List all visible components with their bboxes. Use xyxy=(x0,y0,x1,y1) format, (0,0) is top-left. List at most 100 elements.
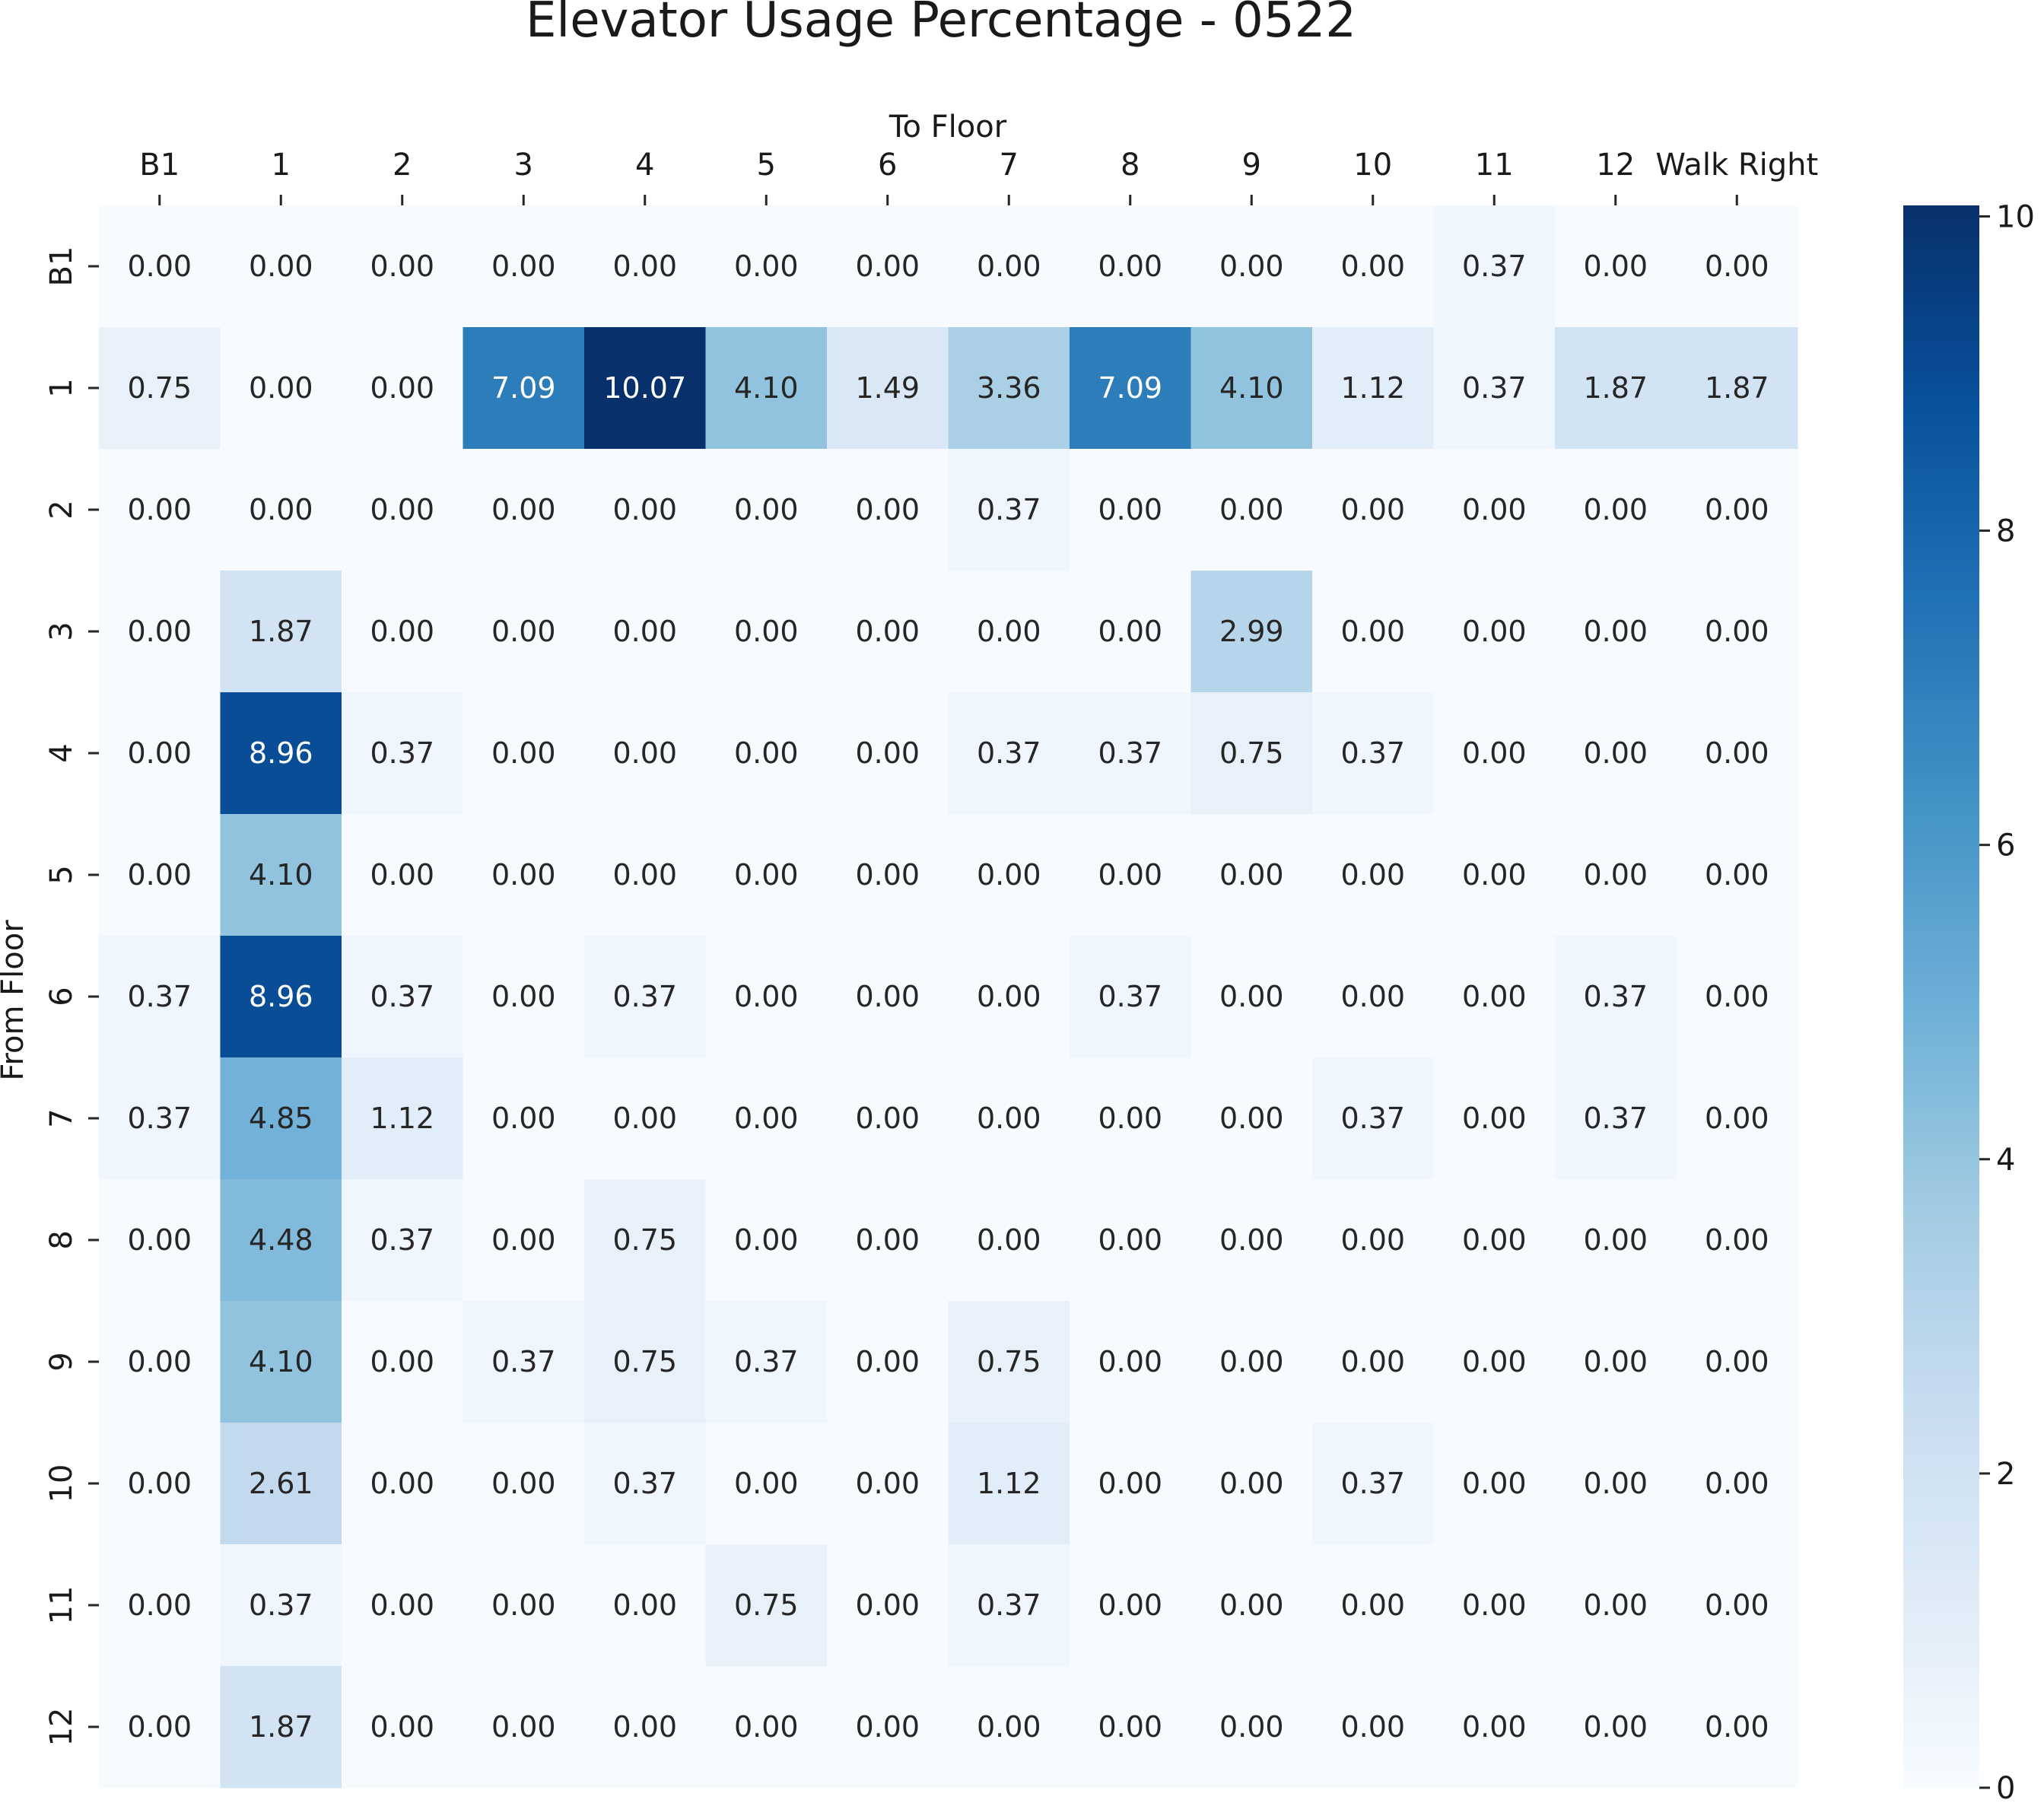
cell-value-label: 0.00 xyxy=(1705,1223,1769,1257)
cell-value-label: 1.87 xyxy=(249,615,313,648)
heatmap-cell xyxy=(99,205,221,328)
heatmap-cell xyxy=(584,1179,707,1302)
cell-value-label: 0.00 xyxy=(127,1345,192,1378)
cell-value-label: 0.00 xyxy=(977,1102,1041,1135)
heatmap-cell xyxy=(584,692,707,815)
y-tick-label: 12 xyxy=(44,1708,79,1747)
heatmap-cell xyxy=(1070,449,1192,571)
cell-value-label: 0.00 xyxy=(1462,1102,1527,1135)
heatmap-cell xyxy=(1433,1423,1556,1545)
cell-value-label: 0.00 xyxy=(1583,1467,1648,1500)
heatmap-cell xyxy=(1190,692,1313,815)
y-tick-label: 1 xyxy=(44,378,79,397)
cell-value-label: 0.00 xyxy=(1219,1102,1284,1135)
heatmap-cell xyxy=(827,1057,949,1180)
cell-value-label: 0.00 xyxy=(1705,736,1769,770)
heatmap-cell xyxy=(1190,1666,1313,1789)
heatmap-cell xyxy=(1190,571,1313,693)
cell-value-label: 0.00 xyxy=(127,1588,192,1622)
heatmap-cell xyxy=(220,936,342,1058)
heatmap-cell xyxy=(584,936,707,1058)
cell-value-label: 0.37 xyxy=(1098,980,1162,1013)
cell-value-label: 7.09 xyxy=(491,371,556,405)
heatmap-cell xyxy=(1070,692,1192,815)
heatmap-cell xyxy=(584,205,707,328)
cell-value-label: 0.00 xyxy=(1219,1588,1284,1622)
cell-value-label: 0.00 xyxy=(1583,736,1648,770)
heatmap-cell xyxy=(220,1423,342,1545)
cell-value-label: 0.00 xyxy=(1219,858,1284,892)
heatmap-cell xyxy=(1312,1666,1435,1789)
heatmap-cell xyxy=(99,1423,221,1545)
heatmap-cell xyxy=(1190,1301,1313,1423)
cell-value-label: 0.00 xyxy=(1705,250,1769,283)
heatmap-cell xyxy=(1555,1301,1677,1423)
cell-value-label: 0.00 xyxy=(734,858,799,892)
cell-value-label: 0.00 xyxy=(1583,250,1648,283)
cell-value-label: 0.75 xyxy=(612,1345,677,1378)
cell-value-label: 0.00 xyxy=(491,1223,556,1257)
heatmap-cell xyxy=(1555,205,1677,328)
heatmap-cell xyxy=(1190,1544,1313,1667)
heatmap-cell xyxy=(99,814,221,936)
heatmap-cell xyxy=(342,449,464,571)
heatmap-cell xyxy=(1555,1423,1677,1545)
heatmap-cell xyxy=(1070,327,1192,450)
cell-value-label: 0.00 xyxy=(734,1223,799,1257)
cell-value-label: 0.00 xyxy=(370,1588,434,1622)
heatmap-cell xyxy=(827,571,949,693)
heatmap-cell xyxy=(220,205,342,328)
heatmap-cell xyxy=(220,1301,342,1423)
cell-value-label: 1.12 xyxy=(977,1467,1041,1500)
heatmap-cell xyxy=(584,1544,707,1667)
heatmap-cell xyxy=(342,1666,464,1789)
heatmap-cell xyxy=(1433,1666,1556,1789)
heatmap-cell xyxy=(1676,449,1798,571)
cell-value-label: 0.00 xyxy=(1098,493,1162,526)
cell-value-label: 0.37 xyxy=(977,1588,1041,1622)
cell-value-label: 0.00 xyxy=(734,250,799,283)
cell-value-label: 0.00 xyxy=(734,980,799,1013)
x-tick-label: 3 xyxy=(514,148,533,183)
cell-value-label: 0.00 xyxy=(977,250,1041,283)
cell-value-label: 0.00 xyxy=(127,615,192,648)
heatmap-cell xyxy=(1676,814,1798,936)
cell-value-label: 0.00 xyxy=(249,250,313,283)
cell-value-label: 0.00 xyxy=(1462,858,1527,892)
cell-value-label: 0.00 xyxy=(1340,980,1405,1013)
heatmap-cell xyxy=(705,1544,828,1667)
cell-value-label: 0.37 xyxy=(1340,736,1405,770)
colorbar-tick-label: 0 xyxy=(1996,1771,2015,1806)
heatmap-cell xyxy=(342,814,464,936)
heatmap-cell xyxy=(1555,814,1677,936)
x-tick-label: 6 xyxy=(878,148,897,183)
heatmap-cell xyxy=(1190,449,1313,571)
cell-value-label: 0.00 xyxy=(1340,1588,1405,1622)
cell-value-label: 0.00 xyxy=(734,493,799,526)
heatmap-cell xyxy=(705,1057,828,1180)
cell-value-label: 0.00 xyxy=(491,1710,556,1744)
y-tick-label: 7 xyxy=(44,1108,79,1127)
cell-value-label: 0.00 xyxy=(1462,1223,1527,1257)
cell-value-label: 0.00 xyxy=(370,250,434,283)
heatmap-cell xyxy=(705,1301,828,1423)
heatmap-cell xyxy=(1676,1544,1798,1667)
cell-value-label: 0.00 xyxy=(855,1588,920,1622)
cell-value-label: 0.37 xyxy=(491,1345,556,1378)
cell-value-label: 0.00 xyxy=(1219,250,1284,283)
cell-value-label: 0.00 xyxy=(1583,1710,1648,1744)
heatmap-cell xyxy=(1555,449,1677,571)
heatmap-cell xyxy=(220,1544,342,1667)
cell-value-label: 0.00 xyxy=(1340,1223,1405,1257)
heatmap-cell xyxy=(220,327,342,450)
heatmap-cell xyxy=(584,327,707,450)
cell-value-label: 0.00 xyxy=(977,858,1041,892)
heatmap-cell xyxy=(1312,571,1435,693)
cell-value-label: 0.00 xyxy=(855,493,920,526)
cell-value-label: 0.00 xyxy=(1219,1467,1284,1500)
cell-value-label: 0.75 xyxy=(127,371,192,405)
heatmap-cell xyxy=(1190,814,1313,936)
cell-value-label: 0.00 xyxy=(977,1223,1041,1257)
